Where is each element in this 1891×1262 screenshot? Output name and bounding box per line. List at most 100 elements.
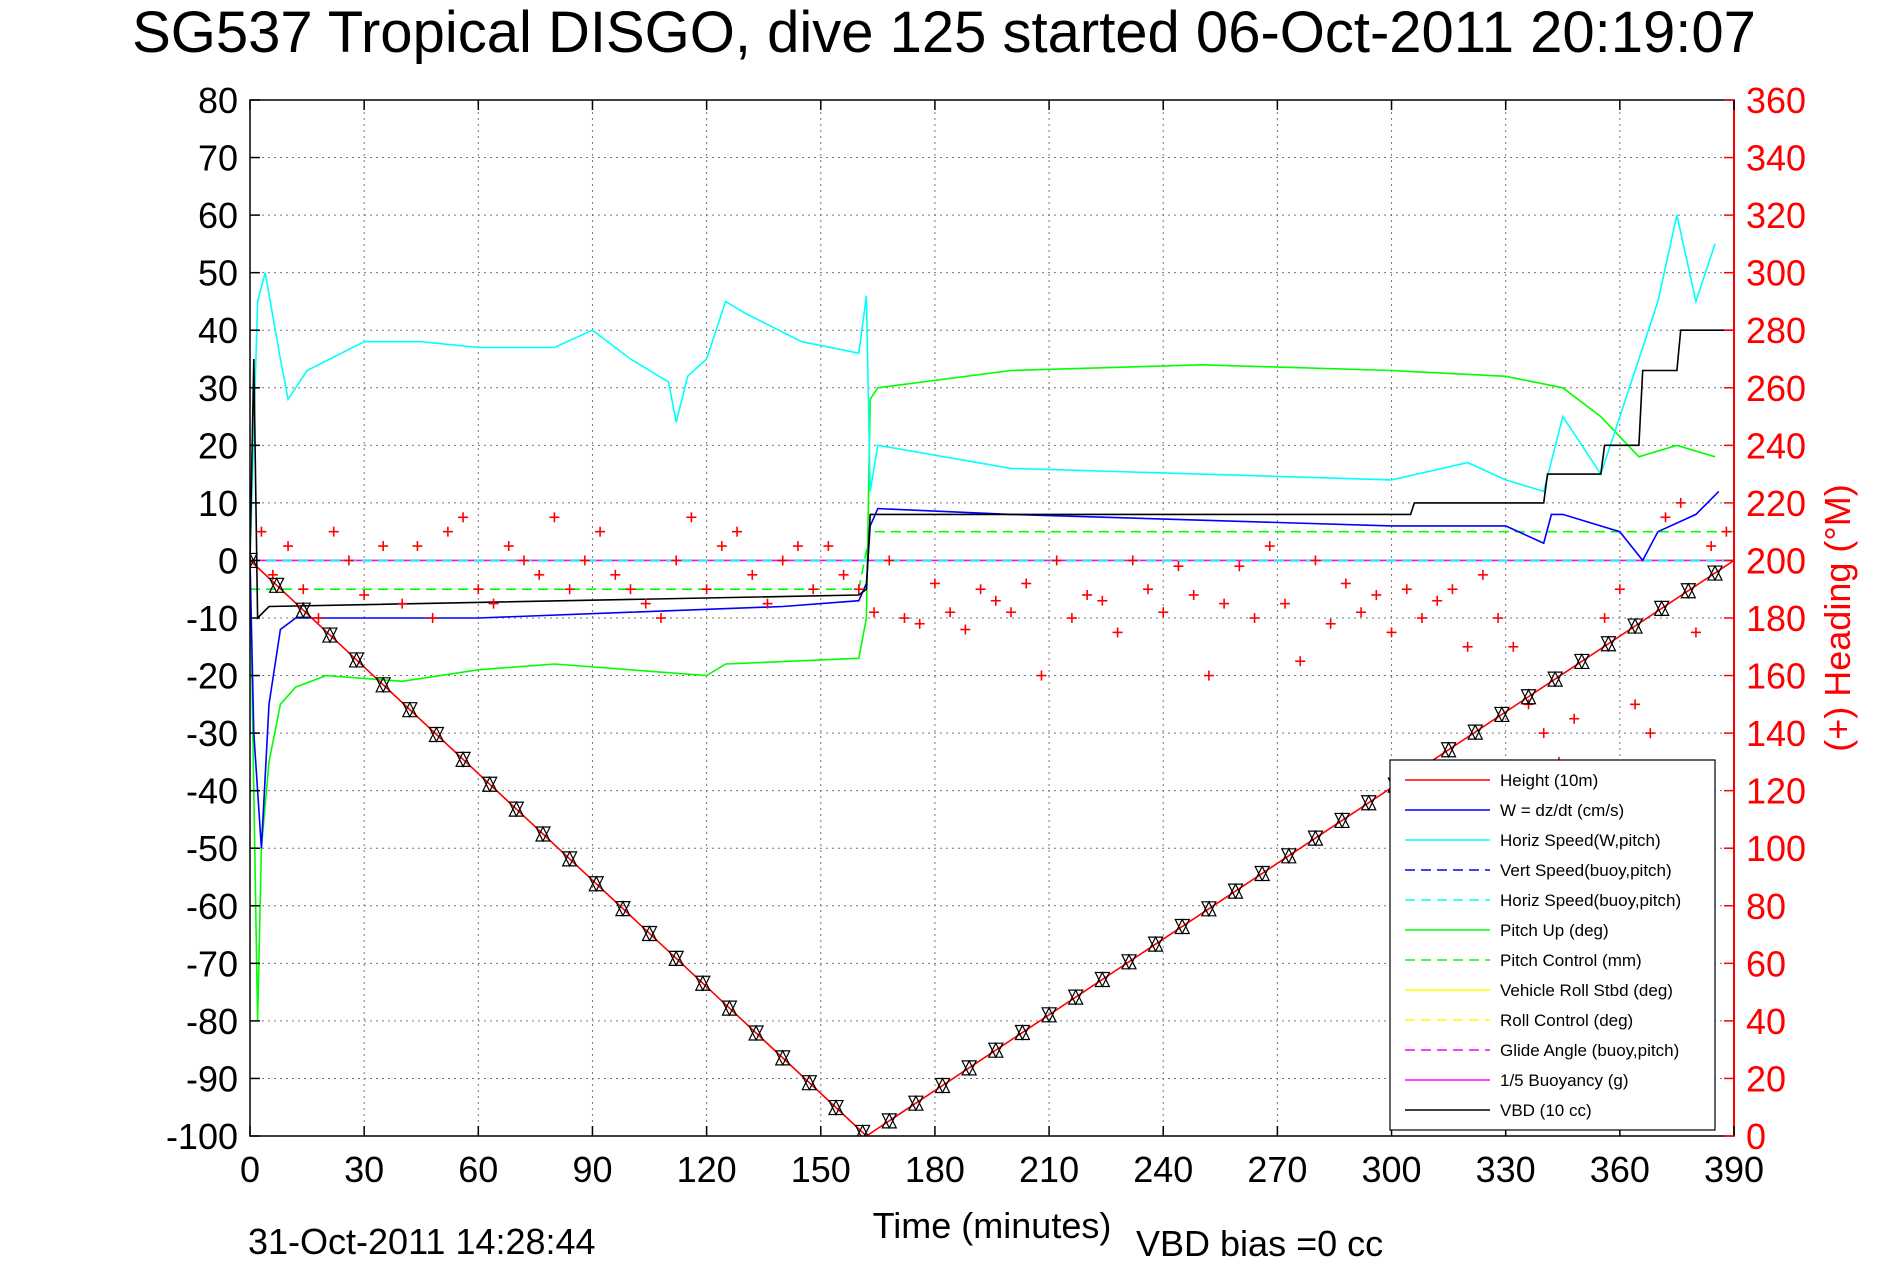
legend-label: Vert Speed(buoy,pitch)	[1500, 861, 1672, 880]
y-tick-label: -30	[186, 713, 238, 754]
height-marker	[1547, 670, 1564, 688]
heading-point	[1234, 561, 1245, 572]
x-tick-label: 330	[1476, 1149, 1536, 1190]
y-right-tick-label: 120	[1746, 771, 1806, 812]
x-tick-label: 210	[1019, 1149, 1079, 1190]
y-tick-label: 40	[198, 310, 238, 351]
height-marker	[428, 726, 445, 743]
height-marker	[1600, 635, 1617, 653]
heading-point	[1310, 555, 1321, 566]
height-marker	[1467, 723, 1484, 741]
y-right-tick-label: 360	[1746, 80, 1806, 121]
y-tick-label: -70	[186, 943, 238, 984]
heading-point	[1477, 569, 1488, 580]
height-marker	[1307, 829, 1324, 847]
height-marker	[1520, 688, 1537, 706]
heading-point	[518, 555, 529, 566]
heading-point	[595, 526, 606, 537]
legend: Height (10m) W = dz/dt (cm/s) Horiz Speed(…	[1389, 759, 1716, 1131]
series-layer	[250, 214, 1734, 1136]
heading-point	[1599, 613, 1610, 623]
heading-point	[359, 589, 370, 600]
height-marker	[1254, 865, 1271, 882]
heading-point	[1051, 555, 1062, 566]
heading-point	[610, 569, 621, 580]
heading-point	[343, 555, 354, 566]
heading-point	[458, 512, 469, 523]
height-marker	[1680, 582, 1697, 600]
heading-point	[397, 598, 408, 609]
legend-label: W = dz/dt (cm/s)	[1500, 801, 1624, 820]
heading-point	[442, 526, 453, 537]
heading-point	[716, 541, 727, 552]
y-right-tick-label: 220	[1746, 483, 1806, 524]
heading-point	[990, 595, 1001, 606]
heading-point	[1538, 728, 1549, 739]
y-right-tick-label: 160	[1746, 656, 1806, 697]
legend-label: Horiz Speed(buoy,pitch)	[1500, 891, 1681, 910]
heading-point	[960, 624, 971, 635]
legend-entry: Vert Speed(buoy,pitch)	[1405, 861, 1672, 880]
heading-point	[655, 613, 666, 623]
heading-point	[1432, 595, 1443, 606]
footer-timestamp: 31-Oct-2011 14:28:44	[248, 1221, 596, 1262]
legend-label: Glide Angle (buoy,pitch)	[1500, 1041, 1679, 1060]
heading-point	[762, 598, 773, 609]
y-tick-label: -90	[186, 1058, 238, 1099]
y-axis-left: -100-90-80-70-60-50-40-30-20-10010203040…	[166, 80, 260, 1157]
heading-point	[1082, 589, 1093, 600]
y-tick-label: -50	[186, 828, 238, 869]
y-tick-label: 0	[218, 540, 238, 581]
heading-point	[1219, 598, 1230, 609]
x-axis-label: Time (minutes)	[873, 1205, 1112, 1246]
legend-label: Roll Control (deg)	[1500, 1011, 1633, 1030]
height-marker	[748, 1024, 765, 1042]
heading-point	[1036, 670, 1047, 681]
x-tick-label: 90	[572, 1149, 612, 1190]
heading-point	[853, 584, 864, 595]
x-tick-label: 30	[344, 1149, 384, 1190]
heading-point	[427, 613, 438, 623]
heading-point	[792, 541, 803, 552]
height-marker	[1280, 847, 1297, 865]
x-tick-label: 300	[1361, 1149, 1421, 1190]
heading-point	[1066, 613, 1077, 623]
height-marker	[987, 1041, 1004, 1059]
heading-point	[1173, 561, 1184, 572]
height-marker	[1493, 706, 1510, 723]
y-right-tick-label: 320	[1746, 195, 1806, 236]
heading-point	[1264, 541, 1275, 552]
heading-point	[534, 569, 545, 580]
heading-point	[1493, 613, 1504, 623]
y-tick-label: 50	[198, 253, 238, 294]
heading-point	[1356, 607, 1367, 618]
height-marker	[481, 775, 498, 793]
legend-entry: Glide Angle (buoy,pitch)	[1405, 1041, 1679, 1060]
height-marker	[1227, 882, 1244, 900]
heading-point	[1112, 627, 1123, 638]
heading-point	[1660, 512, 1671, 523]
legend-entry: Vehicle Roll Stbd (deg)	[1405, 981, 1673, 1000]
heading-point	[929, 578, 940, 589]
heading-point	[1188, 589, 1199, 600]
y-tick-label: -100	[166, 1116, 238, 1157]
height-marker	[588, 875, 605, 893]
heading-point	[640, 598, 651, 609]
heading-point	[488, 598, 499, 609]
height-marker	[455, 751, 472, 768]
height-marker	[1147, 935, 1164, 953]
height-marker	[881, 1112, 898, 1130]
height-marker	[1653, 600, 1670, 617]
legend-entry: 1/5 Buoyancy (g)	[1405, 1071, 1629, 1090]
x-tick-label: 150	[791, 1149, 851, 1190]
height-marker	[641, 925, 658, 942]
legend-entry: Pitch Control (mm)	[1405, 951, 1642, 970]
heading-point	[503, 541, 514, 552]
heading-point	[914, 618, 925, 629]
x-tick-label: 390	[1704, 1149, 1764, 1190]
heading-point	[549, 512, 560, 523]
legend-label: Horiz Speed(W,pitch)	[1500, 831, 1661, 850]
heading-point	[378, 541, 389, 552]
heading-point	[256, 526, 267, 537]
y-right-tick-label: 180	[1746, 598, 1806, 639]
